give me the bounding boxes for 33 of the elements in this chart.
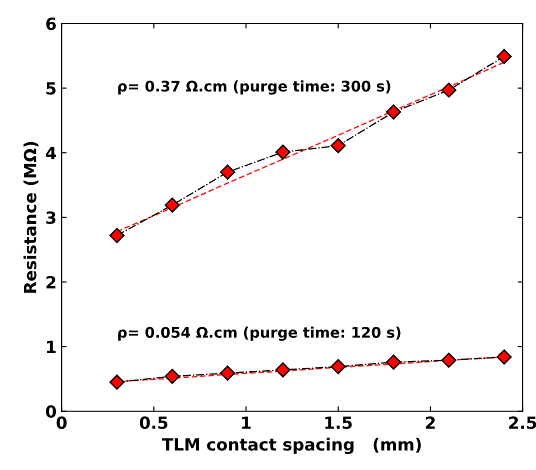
point bbox=[496, 48, 512, 64]
point bbox=[386, 354, 402, 370]
point bbox=[109, 228, 125, 244]
point bbox=[441, 82, 456, 98]
point bbox=[164, 198, 180, 213]
y-tick-label: 4 bbox=[46, 146, 56, 160]
y-tick-label: 6 bbox=[46, 17, 56, 30]
point bbox=[220, 366, 236, 381]
point bbox=[496, 349, 512, 365]
x-tick-label: 2.5 bbox=[509, 416, 536, 430]
x-tick-label: 1.5 bbox=[325, 416, 352, 430]
point bbox=[275, 144, 290, 160]
x-tick-label: 0.5 bbox=[140, 416, 168, 430]
point bbox=[330, 359, 346, 374]
point bbox=[275, 362, 290, 378]
point bbox=[164, 368, 180, 384]
y-tick-label: 2 bbox=[46, 276, 56, 288]
annotation: ρ= 0.054 Ω.cm (purge time: 120 s) bbox=[118, 326, 400, 341]
annotation: ρ= 0.37 Ω.cm (purge time: 300 s) bbox=[118, 80, 390, 95]
x-tick-label: 1 bbox=[242, 416, 251, 429]
point bbox=[441, 352, 456, 368]
x-tick-label: 2 bbox=[426, 416, 435, 429]
y-tick-label: 1 bbox=[47, 340, 56, 353]
y-axis-title: Resistance (MΩ) bbox=[23, 142, 38, 293]
y-tick-label: 3 bbox=[46, 211, 56, 224]
y-tick-label: 5 bbox=[46, 82, 56, 95]
point bbox=[330, 138, 346, 154]
x-axis-title: TLM contact spacing (mm) bbox=[162, 438, 421, 454]
point bbox=[386, 104, 402, 120]
point bbox=[109, 374, 125, 390]
point bbox=[220, 164, 236, 180]
y-tick-label: 0 bbox=[46, 405, 56, 418]
x-tick-label: 0 bbox=[56, 416, 67, 430]
